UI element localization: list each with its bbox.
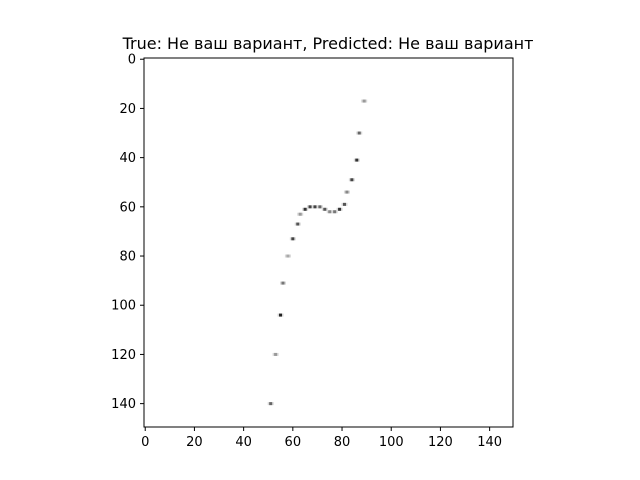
y-tick-label: 140 xyxy=(111,397,136,412)
data-point xyxy=(279,281,286,285)
x-tick-label: 80 xyxy=(334,435,351,450)
data-point xyxy=(297,212,304,216)
data-point xyxy=(343,190,350,194)
y-tick-label: 120 xyxy=(111,348,136,363)
data-point xyxy=(277,313,284,317)
data-point xyxy=(321,207,328,211)
data-point xyxy=(284,254,291,258)
y-tick-label: 20 xyxy=(119,102,136,117)
chart-title: True: Не ваш вариант, Predicted: Не ваш … xyxy=(122,34,534,53)
data-point xyxy=(311,205,318,209)
x-tick-label: 0 xyxy=(141,435,149,450)
data-point xyxy=(336,207,343,211)
data-point xyxy=(316,205,323,209)
plot-frame xyxy=(143,57,514,428)
x-axis: 0 20 40 60 80 100 120 140 xyxy=(141,427,502,450)
x-tick-label: 40 xyxy=(235,435,252,450)
data-point xyxy=(289,237,296,241)
x-tick-label: 60 xyxy=(285,435,302,450)
data-point xyxy=(267,402,274,406)
y-tick-label: 60 xyxy=(119,200,136,215)
y-tick-label: 0 xyxy=(128,53,136,68)
y-tick-label: 80 xyxy=(119,250,136,265)
data-point xyxy=(331,210,338,214)
data-point xyxy=(302,207,309,211)
y-tick-label: 40 xyxy=(119,151,136,166)
data-point xyxy=(307,205,314,209)
data-point xyxy=(348,178,355,182)
data-point xyxy=(353,158,360,162)
data-point xyxy=(356,131,363,135)
plot-area xyxy=(144,58,513,427)
x-tick-label: 20 xyxy=(186,435,203,450)
data-point xyxy=(341,202,348,206)
data-point xyxy=(272,352,279,356)
x-tick-label: 120 xyxy=(428,435,453,450)
data-point xyxy=(326,210,333,214)
x-tick-label: 100 xyxy=(379,435,404,450)
data-point xyxy=(361,99,368,103)
x-tick-label: 140 xyxy=(477,435,502,450)
y-tick-label: 100 xyxy=(111,299,136,314)
y-axis: 0 20 40 60 80 100 120 140 xyxy=(111,53,144,412)
data-marks xyxy=(267,99,368,406)
data-point xyxy=(294,222,301,226)
